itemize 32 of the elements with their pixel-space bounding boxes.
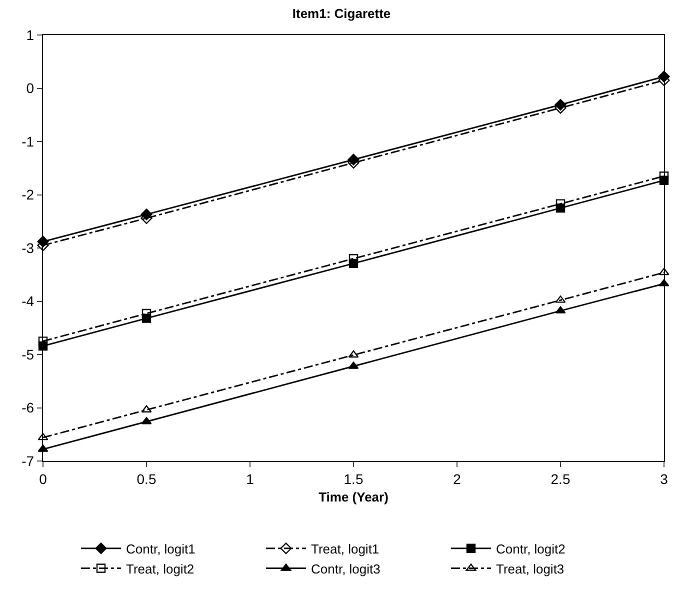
point bbox=[38, 432, 48, 440]
y-tick-label: -6 bbox=[22, 400, 34, 416]
legend-label: Treat, logit3 bbox=[496, 561, 564, 576]
y-tick-label: 0 bbox=[26, 80, 34, 96]
y-tick-label: -2 bbox=[22, 186, 34, 203]
legend-label: Contr, logit3 bbox=[311, 561, 380, 576]
point bbox=[348, 254, 358, 264]
x-axis-title: Time (Year) bbox=[318, 490, 388, 504]
y-tick-label: -7 bbox=[22, 452, 34, 469]
y-tick-label: 1 bbox=[26, 26, 34, 43]
legend-label: Treat, logit1 bbox=[311, 541, 380, 556]
y-tick-label: -4 bbox=[22, 293, 34, 310]
point bbox=[348, 350, 359, 358]
point bbox=[38, 336, 48, 346]
legend-label: Treat, logit2 bbox=[126, 561, 194, 576]
chart-title: Item1: Cigarette bbox=[292, 6, 391, 22]
x-tick-label: 3 bbox=[660, 470, 668, 487]
point bbox=[659, 172, 669, 181]
point bbox=[658, 268, 670, 276]
x-tick-label: 1.5 bbox=[344, 470, 364, 487]
y-tick-label: -3 bbox=[22, 240, 34, 256]
legend-label: Contr, logit2 bbox=[496, 541, 566, 556]
point bbox=[142, 308, 152, 318]
y-tick-label: -5 bbox=[22, 346, 34, 362]
x-tick-label: 2 bbox=[453, 470, 462, 487]
legend-label: Contr, logit1 bbox=[126, 541, 196, 556]
x-tick-label: 1 bbox=[246, 470, 254, 487]
x-tick-label: 2.5 bbox=[550, 470, 570, 487]
x-tick-label: 0 bbox=[39, 470, 48, 487]
point bbox=[556, 199, 566, 208]
y-tick-label: -1 bbox=[22, 133, 34, 150]
x-tick-label: 0.5 bbox=[136, 470, 156, 487]
